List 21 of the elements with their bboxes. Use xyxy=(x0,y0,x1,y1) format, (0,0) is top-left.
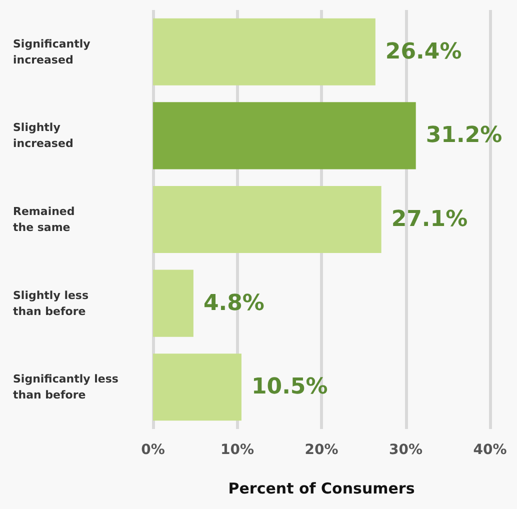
x-tick-label: 40% xyxy=(473,442,507,458)
bar xyxy=(153,102,416,170)
y-tick-label: Slightly less than before xyxy=(13,288,89,318)
bar xyxy=(153,18,376,86)
data-label: 31.2% xyxy=(426,123,502,148)
y-tick-label: Significantly increased xyxy=(13,37,90,66)
data-label: 27.1% xyxy=(391,207,468,232)
y-tick-label: Slightly increased xyxy=(13,121,74,150)
data-label: 4.8% xyxy=(203,290,264,316)
bar xyxy=(153,354,242,421)
data-label: 26.4% xyxy=(385,39,462,64)
x-tick-label: 0% xyxy=(141,442,165,458)
x-tick-label: 10% xyxy=(220,442,254,458)
x-tick-label: 30% xyxy=(388,442,423,458)
x-tick-label: 20% xyxy=(304,442,338,458)
bar xyxy=(153,270,194,337)
bar xyxy=(153,186,382,254)
y-tick-label: Remained the same xyxy=(13,205,75,234)
x-axis-title: Percent of Consumers xyxy=(228,480,415,498)
y-tick-label: Significantly less than before xyxy=(13,372,119,402)
data-label: 10.5% xyxy=(251,374,328,400)
